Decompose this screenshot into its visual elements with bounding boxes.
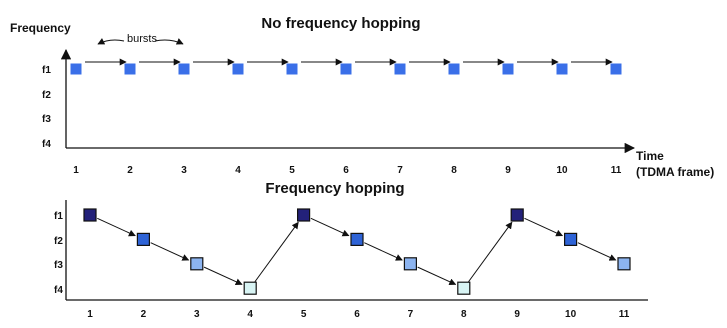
top-y-ticks: f1 f2 f3 f4 xyxy=(42,65,51,150)
bottom-hop-mark-6 xyxy=(350,232,364,246)
bottom-x-tick-11: 11 xyxy=(619,309,630,320)
bottom-hop-mark-11 xyxy=(617,257,631,271)
bottom-hop-arrow-9 xyxy=(524,217,564,237)
top-title: No frequency hopping xyxy=(261,15,420,32)
bottom-hop-mark-2 xyxy=(136,232,150,246)
bottom-hop-mark-1 xyxy=(83,208,97,222)
top-x-axis-label-line2: (TDMA frame) xyxy=(636,165,714,179)
bottom-hop-mark-3 xyxy=(190,257,204,271)
bottom-hop-arrow-2 xyxy=(150,242,190,261)
top-y-axis-label: Frequency xyxy=(10,21,71,35)
top-burst-mark-5 xyxy=(286,63,298,75)
top-x-tick-6: 6 xyxy=(343,165,349,176)
bottom-hop-arrow-3 xyxy=(203,266,243,286)
bottom-y-tick-f1: f1 xyxy=(54,211,63,222)
bursts-arrow-left xyxy=(97,38,125,45)
top-x-tick-11: 11 xyxy=(611,165,622,176)
top-burst-mark-7 xyxy=(394,63,406,75)
bursts-label: bursts xyxy=(127,33,157,45)
top-burst-mark-3 xyxy=(178,63,190,75)
top-y-tick-f3: f3 xyxy=(42,114,51,125)
bottom-x-tick-10: 10 xyxy=(565,309,577,320)
top-x-tick-7: 7 xyxy=(397,165,403,176)
bottom-x-tick-3: 3 xyxy=(194,309,200,320)
bottom-hop-mark-9 xyxy=(510,208,524,222)
top-x-tick-3: 3 xyxy=(181,165,187,176)
bottom-y-ticks: f1 f2 f3 f4 xyxy=(54,211,63,296)
top-x-axis-label-line1: Time xyxy=(636,149,664,163)
top-burst-mark-10 xyxy=(556,63,568,75)
bottom-hop-arrow-8 xyxy=(468,221,513,283)
top-x-tick-1: 1 xyxy=(73,165,79,176)
bottom-y-tick-f3: f3 xyxy=(54,260,63,271)
top-burst-mark-1 xyxy=(70,63,82,75)
bottom-hop-arrow-5 xyxy=(310,217,350,237)
bottom-x-tick-9: 9 xyxy=(514,309,520,320)
bottom-hop-mark-7 xyxy=(403,257,417,271)
bottom-hop-marks xyxy=(83,208,631,295)
bottom-x-tick-5: 5 xyxy=(301,309,307,320)
top-y-tick-f2: f2 xyxy=(42,90,51,101)
bottom-hop-mark-8 xyxy=(457,281,471,295)
bottom-x-tick-6: 6 xyxy=(354,309,360,320)
top-x-tick-2: 2 xyxy=(127,165,133,176)
bursts-arrow-right xyxy=(154,38,184,45)
bottom-hop-mark-5 xyxy=(297,208,311,222)
bottom-hop-arrow-10 xyxy=(577,242,617,261)
bottom-x-tick-8: 8 xyxy=(461,309,467,320)
top-x-tick-8: 8 xyxy=(451,165,457,176)
top-burst-mark-8 xyxy=(448,63,460,75)
top-y-tick-f1: f1 xyxy=(42,65,51,76)
top-x-tick-10: 10 xyxy=(556,165,568,176)
top-y-tick-f4: f4 xyxy=(42,139,51,150)
bottom-hop-mark-10 xyxy=(563,232,578,246)
top-burst-mark-2 xyxy=(124,63,136,75)
top-burst-mark-4 xyxy=(232,63,244,75)
bottom-hop-arrow-4 xyxy=(254,221,299,283)
top-burst-mark-9 xyxy=(502,63,514,75)
bottom-hop-mark-4 xyxy=(243,281,257,295)
top-x-ticks: 1 2 3 4 5 6 7 8 9 10 11 xyxy=(73,165,622,176)
bottom-y-tick-f4: f4 xyxy=(54,285,63,296)
bottom-x-tick-1: 1 xyxy=(87,309,93,320)
bottom-hop-arrow-1 xyxy=(97,217,136,237)
bottom-title: Frequency hopping xyxy=(265,180,404,197)
bursts-annotation: bursts xyxy=(97,33,184,45)
top-burst-mark-11 xyxy=(610,63,622,75)
bottom-y-tick-f2: f2 xyxy=(54,236,63,247)
bottom-x-ticks: 1 2 3 4 5 6 7 8 9 10 11 xyxy=(87,309,630,320)
top-x-tick-5: 5 xyxy=(289,165,295,176)
bottom-hop-arrow-6 xyxy=(364,242,403,261)
bottom-hop-arrow-7 xyxy=(417,266,457,286)
bottom-hop-arrows xyxy=(97,217,617,286)
top-x-tick-4: 4 xyxy=(235,165,241,176)
bottom-x-tick-2: 2 xyxy=(141,309,147,320)
top-burst-mark-6 xyxy=(340,63,352,75)
bottom-x-tick-7: 7 xyxy=(408,309,414,320)
bottom-x-tick-4: 4 xyxy=(247,309,253,320)
top-x-tick-9: 9 xyxy=(505,165,511,176)
top-burst-marks xyxy=(70,63,622,75)
